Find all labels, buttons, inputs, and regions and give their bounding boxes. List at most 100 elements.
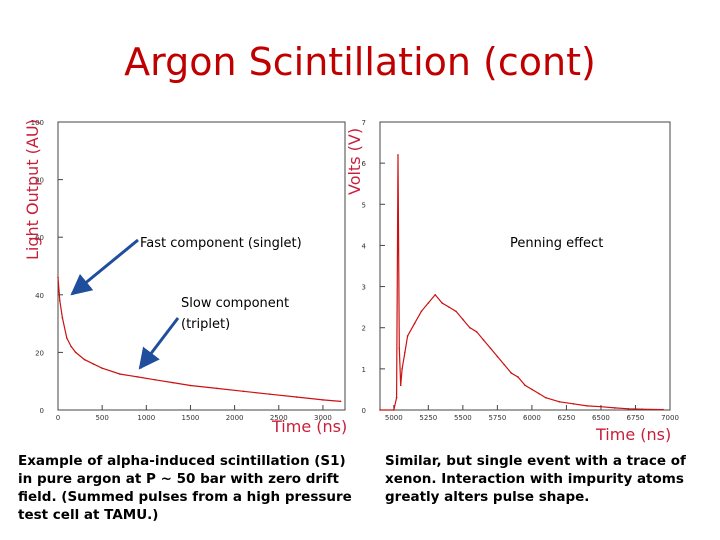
data-point	[295, 396, 298, 398]
data-point	[427, 302, 430, 304]
left-x-axis-title: Time (ns)	[271, 417, 347, 436]
x-tick-label: 6500	[592, 414, 610, 422]
left-caption: Example of alpha-induced scintillation (…	[18, 452, 352, 524]
data-point	[641, 408, 644, 410]
annotation-slow-component-line1: Slow component	[181, 296, 289, 311]
data-point	[66, 337, 68, 339]
left-caption-line: Example of alpha-induced scintillation (…	[18, 453, 346, 469]
x-tick-label: 2000	[226, 414, 244, 422]
left-plot-trace	[57, 276, 342, 403]
data-point	[58, 299, 61, 302]
left-plot-frame	[57, 121, 346, 411]
data-point	[517, 376, 519, 378]
y-tick-label: 7	[362, 119, 366, 127]
data-point	[496, 355, 499, 358]
data-point	[172, 381, 174, 384]
x-tick-label: 5250	[419, 414, 437, 422]
x-tick-label: 3000	[314, 414, 332, 422]
x-tick-label: 5500	[454, 414, 472, 422]
data-point	[399, 384, 402, 387]
data-point	[216, 387, 218, 390]
right-caption-line: greatly alters pulse shape.	[385, 489, 590, 505]
right-x-axis-title: Time (ns)	[595, 425, 671, 444]
y-tick-label: 2	[362, 325, 366, 333]
data-point	[61, 317, 64, 319]
series-line	[380, 154, 664, 411]
data-point	[395, 396, 398, 399]
left-caption-line: test cell at TAMU.)	[18, 507, 159, 523]
data-point	[401, 368, 403, 370]
data-point	[119, 373, 121, 375]
x-tick-label: 5750	[488, 414, 506, 422]
data-point	[627, 407, 630, 410]
right-caption-line: xenon. Interaction with impurity atoms	[385, 471, 684, 487]
data-point	[322, 399, 324, 401]
data-point	[489, 347, 492, 350]
y-tick-label: 1	[362, 366, 366, 374]
data-point	[57, 276, 59, 279]
data-point	[538, 392, 540, 395]
y-tick-label: 60	[35, 234, 44, 242]
data-point	[404, 351, 406, 354]
data-point	[74, 351, 77, 354]
page-title: Argon Scintillation (cont)	[124, 40, 596, 84]
data-point	[572, 403, 575, 405]
y-tick-label: 20	[35, 349, 44, 357]
data-point	[468, 326, 471, 329]
y-tick-label: 80	[35, 177, 44, 185]
data-point	[544, 396, 547, 399]
x-tick-label: 6250	[558, 414, 576, 422]
left-caption-line: field. (Summed pulses from a high pressu…	[18, 489, 352, 505]
x-tick-label: 6000	[523, 414, 541, 422]
data-point	[482, 339, 485, 341]
right-plot-trace	[379, 154, 664, 411]
data-point	[393, 409, 395, 411]
data-point	[70, 345, 73, 348]
data-point	[339, 400, 342, 403]
annotation-slow-component-line2: (triplet)	[181, 317, 230, 332]
left-y-axis-title: Light Output (AU)	[23, 119, 42, 260]
y-tick-label: 5	[362, 201, 366, 209]
right-y-axis-title: Volts (V)	[345, 128, 364, 195]
y-tick-label: 0	[40, 407, 44, 415]
data-point	[136, 376, 139, 378]
data-point	[586, 405, 588, 407]
data-point	[406, 335, 409, 337]
annotation-fast-component: Fast component (singlet)	[140, 236, 302, 251]
data-point	[269, 393, 271, 395]
data-point	[462, 318, 464, 321]
x-tick-label: 500	[95, 414, 108, 422]
annotation-penning-effect: Penning effect	[510, 236, 603, 251]
data-point	[92, 363, 95, 365]
x-tick-label: 2500	[270, 414, 288, 422]
arrow-fast-component	[70, 238, 139, 296]
data-point	[420, 310, 423, 313]
right-plot-ticks: 5000 5250 5500 5750 6000 6250 6500 6750 7000 0 1 2 3…	[362, 119, 679, 422]
data-point	[398, 347, 401, 350]
x-tick-label: 5000	[385, 414, 403, 422]
data-point	[83, 358, 86, 361]
y-tick-label: 100	[31, 119, 44, 127]
x-tick-label: 1500	[182, 414, 200, 422]
left-caption-line: in pure argon at P ~ 50 bar with zero dr…	[18, 471, 340, 487]
right-caption-line: Similar, but single event with a trace o…	[385, 453, 686, 469]
data-point	[189, 384, 192, 387]
data-point	[662, 408, 664, 411]
y-tick-label: 40	[35, 292, 44, 300]
right-caption: Similar, but single event with a trace o…	[385, 452, 686, 506]
data-point	[613, 407, 616, 409]
y-tick-label: 3	[362, 284, 366, 292]
data-point	[558, 400, 561, 403]
y-tick-label: 4	[362, 242, 367, 250]
series-line	[57, 277, 341, 402]
y-tick-label: 0	[362, 407, 366, 415]
arrow-slow-component	[138, 317, 180, 370]
x-tick-label: 6750	[627, 414, 645, 422]
left-plot-ticks: 0 500 1000 1500 2000 2500 3000 0 20 40 60 80 100	[31, 119, 332, 422]
data-point	[379, 409, 381, 411]
data-point	[510, 372, 512, 374]
data-point	[503, 363, 506, 366]
data-point	[524, 384, 526, 387]
data-point	[413, 322, 416, 325]
